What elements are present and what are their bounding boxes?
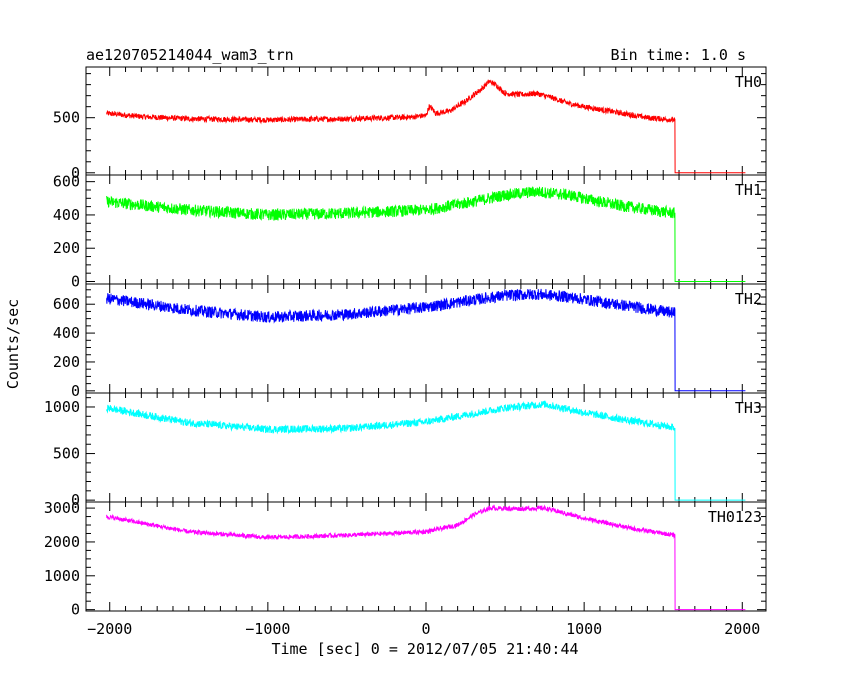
y-tick-label: 200 — [53, 353, 80, 371]
panel-th0: 0 500 TH0 — [53, 66, 767, 182]
y-tick-label: 0 — [71, 382, 80, 400]
y-tick-label: 0 — [71, 273, 80, 291]
y-tick-label: 500 — [53, 445, 80, 463]
y-tick-label: 400 — [53, 206, 80, 224]
panel-th2: 0 200 400 600 TH2 — [53, 283, 767, 400]
series-line-th3 — [106, 400, 746, 501]
chart-title: ae120705214044_wam3_trn — [86, 46, 294, 64]
y-tick-label: 200 — [53, 239, 80, 257]
panel-th1: 0 200 400 600 TH1 — [53, 173, 767, 291]
y-tick-label: 3000 — [44, 499, 80, 517]
y-tick-label: 0 — [71, 164, 80, 182]
x-tick-label: 1000 — [566, 620, 602, 638]
series-line-th1 — [106, 186, 746, 282]
panel-name-label: TH0123 — [708, 508, 762, 526]
y-tick-label: 600 — [53, 173, 80, 191]
x-tick-label: −2000 — [87, 620, 132, 638]
x-tick-label: 0 — [421, 620, 430, 638]
panel-name-label: TH1 — [735, 181, 762, 199]
panel-name-label: TH3 — [735, 399, 762, 417]
x-tick-label: 2000 — [724, 620, 760, 638]
series-line-th0123 — [106, 504, 746, 611]
y-tick-label: 400 — [53, 324, 80, 342]
y-tick-label: 0 — [71, 491, 80, 509]
panel-frame — [85, 392, 767, 503]
x-tick-label: −1000 — [245, 620, 290, 638]
panel-frame — [85, 501, 767, 612]
y-tick-label: 500 — [53, 109, 80, 127]
panel-frame — [85, 283, 767, 394]
y-tick-label: 0 — [71, 601, 80, 619]
y-axis-label: Counts/sec — [4, 299, 22, 389]
y-tick-label: 1000 — [44, 398, 80, 416]
x-axis-label: Time [sec] 0 = 2012/07/05 21:40:44 — [271, 640, 578, 658]
bin-time-label: Bin time: 1.0 s — [611, 46, 746, 64]
y-tick-label: 2000 — [44, 533, 80, 551]
panels-group: 0 500 TH0 0 200 400 600 TH1 0 200 400 600 TH2 0 500 100… — [44, 66, 767, 619]
panel-name-label: TH0 — [735, 73, 762, 91]
panel-th0123: 0 1000 2000 3000 TH0123 — [44, 499, 767, 619]
panel-name-label: TH2 — [735, 290, 762, 308]
y-tick-label: 1000 — [44, 567, 80, 585]
panel-frame — [85, 174, 767, 285]
panel-th3: 0 500 1000 TH3 — [44, 392, 767, 509]
y-tick-label: 600 — [53, 295, 80, 313]
series-line-th2 — [106, 288, 746, 392]
series-line-th0 — [106, 79, 746, 174]
x-axis: −2000 −1000 0 1000 2000 — [87, 620, 760, 638]
panel-frame — [85, 66, 767, 176]
